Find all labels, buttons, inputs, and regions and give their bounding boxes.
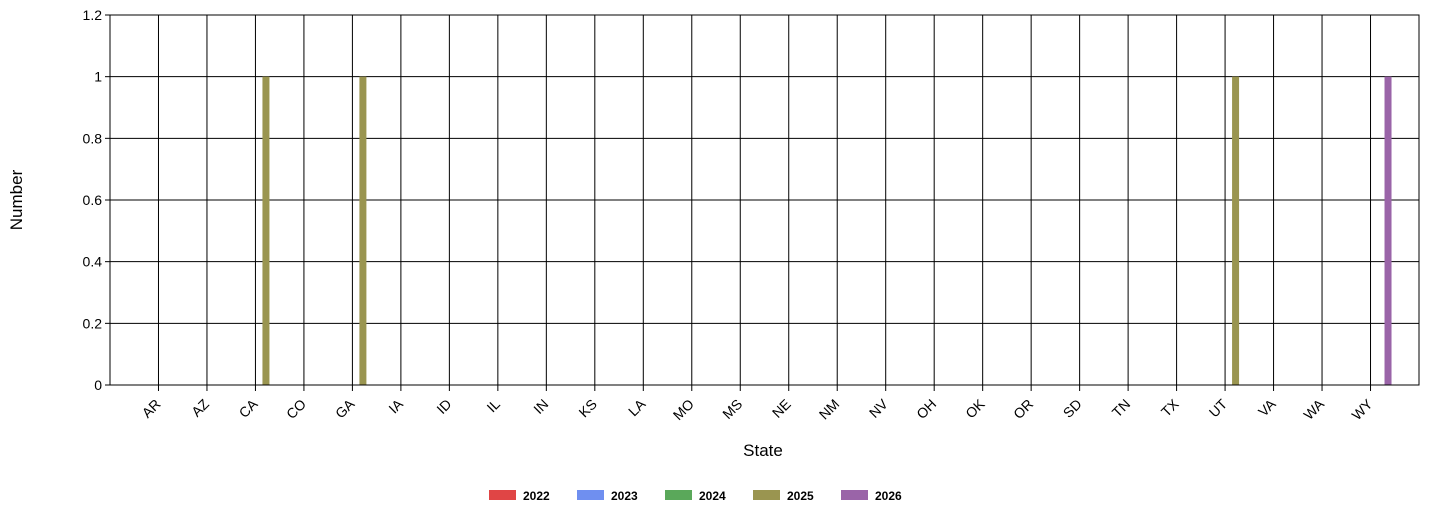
y-tick-label: 0.4 [83, 254, 103, 270]
legend-label-2022: 2022 [523, 489, 550, 503]
grid-lines [110, 14, 1419, 386]
x-tick-label: SD [1060, 396, 1085, 421]
x-tick-label: LA [625, 395, 649, 419]
x-tick-label: MO [670, 396, 697, 423]
x-tick-label: WA [1300, 395, 1327, 422]
y-tick-label: 0.2 [83, 315, 103, 331]
x-tick-label: TN [1109, 396, 1134, 421]
y-tick-label: 0.8 [83, 130, 103, 146]
y-tick-label: 0.6 [83, 192, 103, 208]
x-tick-label: IN [530, 396, 551, 417]
y-tick-labels: 0 0.2 0.4 0.6 0.8 1 1.2 [83, 7, 103, 393]
legend-label-2024: 2024 [699, 489, 726, 503]
x-tick-label: TX [1158, 395, 1182, 419]
x-tick-label: VA [1255, 395, 1279, 419]
legend: 2022 2023 2024 2025 2026 [489, 489, 902, 503]
legend-label-2026: 2026 [875, 489, 902, 503]
legend-label-2025: 2025 [787, 489, 814, 503]
x-tick-label: CO [283, 396, 309, 422]
x-tick-label: AR [139, 396, 164, 421]
x-tick-label: IA [385, 395, 406, 416]
legend-swatch-2022 [489, 490, 516, 500]
axes [105, 14, 1420, 391]
legend-swatch-2026 [841, 490, 868, 500]
x-tick-label: NM [816, 396, 843, 423]
x-tick-label: OH [913, 396, 939, 422]
bars [262, 76, 1392, 386]
x-tick-label: CA [235, 395, 261, 421]
x-tick-label: AZ [188, 395, 212, 419]
y-tick-label: 0 [94, 377, 102, 393]
bar-2025-GA [359, 76, 367, 386]
bar-2025-CA [262, 76, 270, 386]
bar-2026-WY [1384, 76, 1392, 386]
x-tick-label: NV [866, 395, 892, 421]
y-axis-title: Number [7, 169, 26, 230]
y-tick-label: 1.2 [83, 7, 103, 23]
x-tick-labels: AR AZ CA CO GA IA ID IL IN KS LA MO MS NE NM NV OH OK OR SD… [139, 395, 1377, 423]
x-tick-label: OK [962, 395, 988, 421]
legend-swatch-2023 [577, 490, 604, 500]
x-tick-label: NE [769, 396, 794, 421]
x-tick-label: MS [719, 396, 745, 422]
legend-label-2023: 2023 [611, 489, 638, 503]
x-tick-label: GA [332, 395, 358, 421]
legend-swatch-2025 [753, 490, 780, 500]
bar-2025-UT [1232, 76, 1240, 386]
x-tick-label: KS [575, 396, 600, 421]
legend-swatch-2024 [665, 490, 692, 500]
x-tick-label: ID [433, 396, 454, 417]
x-tick-label: IL [483, 396, 503, 416]
x-tick-label: WY [1348, 395, 1376, 423]
x-tick-label: OR [1010, 396, 1036, 422]
x-axis-title: State [743, 441, 783, 460]
y-tick-label: 1 [94, 69, 102, 85]
plot-frame [109, 14, 1420, 386]
x-tick-label: UT [1206, 395, 1231, 420]
